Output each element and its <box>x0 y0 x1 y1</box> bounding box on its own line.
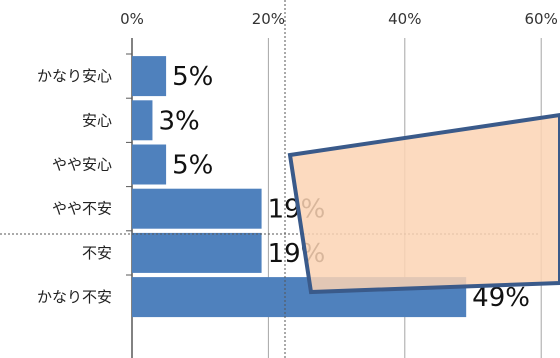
bar <box>132 144 167 185</box>
bar <box>132 100 153 141</box>
x-tick-label: 60% <box>525 10 558 28</box>
category-label: 不安 <box>82 244 112 262</box>
data-label: 49% <box>472 283 530 313</box>
category-label: やや不安 <box>52 200 112 218</box>
x-tick-label: 20% <box>252 10 285 28</box>
category-label: かなり不安 <box>37 288 112 306</box>
bar <box>132 232 262 273</box>
bar <box>132 188 262 229</box>
data-label: 5% <box>172 151 213 181</box>
category-label: やや安心 <box>52 156 112 174</box>
bar <box>132 56 167 97</box>
x-tick-label: 0% <box>120 10 144 28</box>
data-label: 3% <box>158 106 199 136</box>
overlay-callout-shape <box>287 112 560 295</box>
category-label: かなり安心 <box>37 67 112 85</box>
x-tick-label: 40% <box>388 10 421 28</box>
data-label: 5% <box>172 62 213 92</box>
category-label: 安心 <box>82 111 112 129</box>
